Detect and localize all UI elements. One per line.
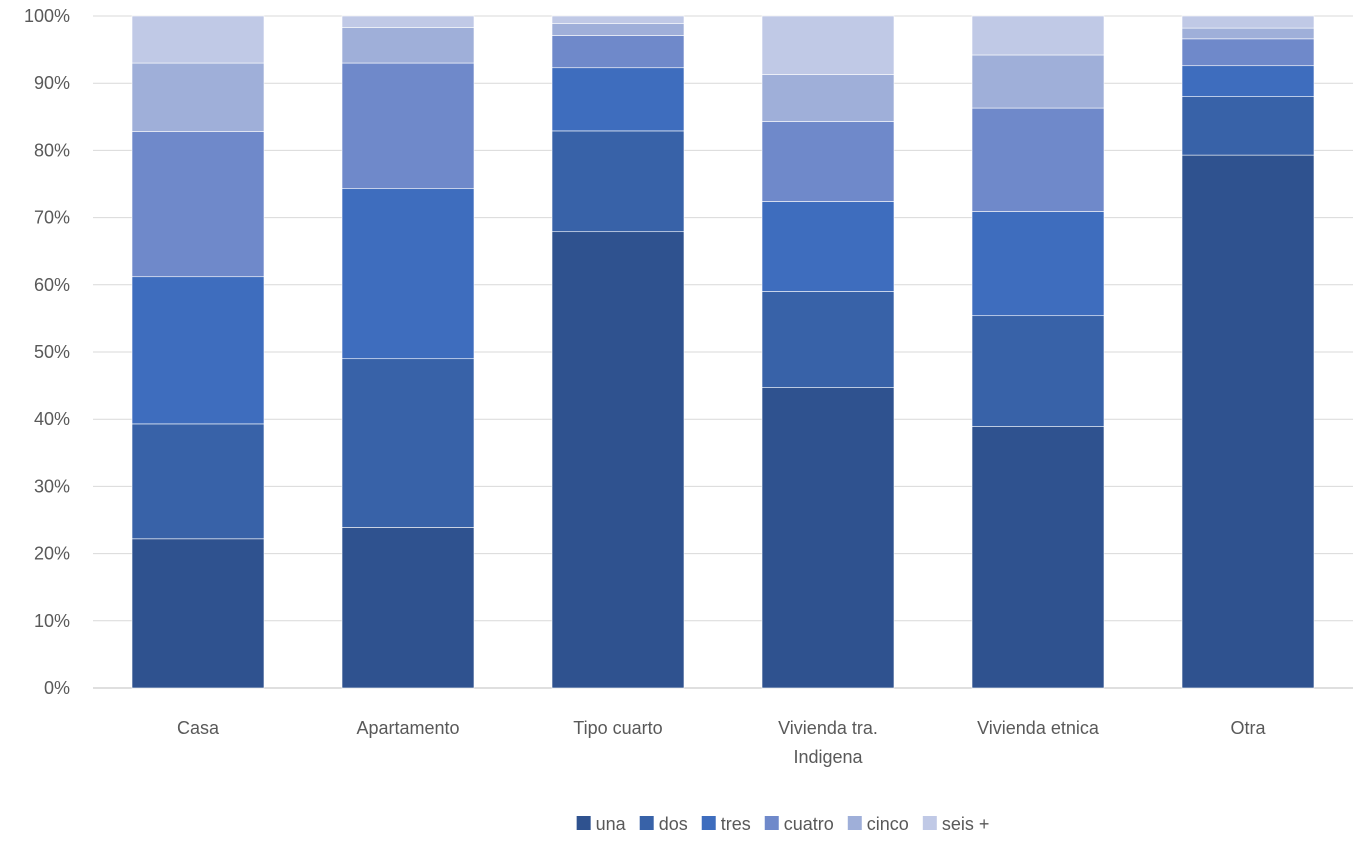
y-tick-label: 60% — [34, 275, 70, 295]
legend-item: cuatro — [764, 814, 834, 834]
bar-segment — [1181, 38, 1315, 67]
legend-swatch — [922, 816, 937, 830]
bar-segment — [971, 315, 1105, 427]
bars — [131, 15, 1315, 689]
legend-item: cinco — [847, 814, 909, 834]
bar-segment — [551, 130, 685, 233]
bar-stack — [1181, 15, 1315, 689]
bar-segment — [1181, 27, 1315, 40]
legend-label: una — [596, 814, 627, 834]
bar-segment — [341, 62, 475, 190]
bar-segment — [131, 538, 265, 689]
bar-segment — [131, 62, 265, 132]
bar-segment — [761, 201, 895, 292]
bar-segment — [551, 15, 685, 24]
x-category-label: Casa — [177, 718, 220, 738]
x-category-label: Apartamento — [356, 718, 459, 738]
bar-segment — [341, 188, 475, 360]
legend-label: seis + — [942, 814, 990, 834]
legend-label: tres — [721, 814, 751, 834]
y-tick-label: 30% — [34, 476, 70, 496]
gridlines — [93, 15, 1353, 689]
bar-segment — [131, 131, 265, 278]
y-tick-label: 100% — [24, 6, 70, 26]
x-category-label: Vivienda etnica — [977, 718, 1100, 738]
bar-segment — [761, 387, 895, 689]
bar-segment — [131, 15, 265, 64]
bar-stack — [761, 15, 895, 689]
bar-segment — [341, 527, 475, 689]
bar-segment — [341, 358, 475, 528]
bar-stack — [131, 15, 265, 689]
bar-segment — [131, 276, 265, 425]
legend-item: dos — [639, 814, 688, 834]
y-tick-label: 70% — [34, 208, 70, 228]
bar-stack — [551, 15, 685, 689]
legend-swatch — [764, 816, 779, 830]
legend-swatch — [701, 816, 716, 830]
x-category-label: Tipo cuarto — [573, 718, 662, 738]
x-axis-category-labels: Casa Apartamento Tipo cuarto Vivienda tra. I… — [177, 718, 1267, 767]
bar-segment — [1181, 65, 1315, 97]
legend-label: cuatro — [784, 814, 834, 834]
legend-swatch — [847, 816, 862, 830]
y-axis-tick-labels: 0% 10% 20% 30% 40% 50% 60% 70% 80% 90% 100% — [24, 6, 70, 698]
y-tick-label: 50% — [34, 342, 70, 362]
bar-segment — [551, 35, 685, 69]
bar-segment — [1181, 154, 1315, 689]
legend-item: una — [576, 814, 627, 834]
legend-swatch — [639, 816, 654, 830]
y-tick-label: 0% — [44, 678, 70, 698]
bar-segment — [761, 121, 895, 202]
bar-segment — [971, 211, 1105, 317]
legend: una dos tres cuatro cinco seis + — [576, 814, 990, 834]
bar-segment — [761, 15, 895, 75]
y-tick-label: 90% — [34, 73, 70, 93]
bar-segment — [341, 27, 475, 64]
x-category-label: Otra — [1230, 718, 1266, 738]
x-category-label: Vivienda tra. Indigena — [778, 718, 878, 767]
bar-segment — [551, 67, 685, 132]
y-tick-label: 80% — [34, 140, 70, 160]
bar-segment — [341, 15, 475, 28]
bar-segment — [971, 15, 1105, 56]
bar-segment — [971, 107, 1105, 212]
bar-segment — [551, 23, 685, 36]
bar-segment — [1181, 15, 1315, 29]
legend-label: cinco — [867, 814, 909, 834]
bar-segment — [761, 74, 895, 122]
y-tick-label: 40% — [34, 409, 70, 429]
bar-segment — [971, 426, 1105, 689]
bar-stack — [971, 15, 1105, 689]
bar-segment — [551, 231, 685, 689]
y-tick-label: 10% — [34, 611, 70, 631]
bar-segment — [131, 423, 265, 540]
bar-segment — [761, 291, 895, 388]
bar-stack — [341, 15, 475, 689]
legend-swatch — [576, 816, 591, 830]
y-tick-label: 20% — [34, 544, 70, 564]
bar-segment — [971, 54, 1105, 109]
legend-item: seis + — [922, 814, 990, 834]
legend-label: dos — [659, 814, 688, 834]
bar-segment — [1181, 96, 1315, 156]
legend-item: tres — [701, 814, 751, 834]
